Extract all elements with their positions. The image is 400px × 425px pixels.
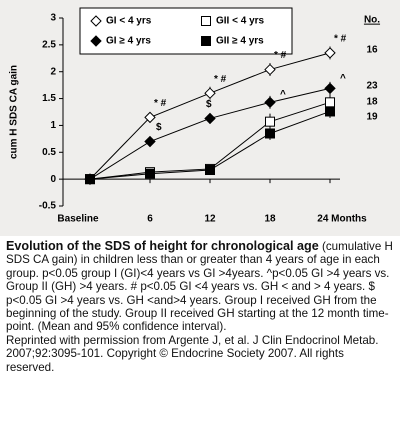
- chart: cum H SDS CA gain No. -0.5 0 0.5 1 1.5 2 2.5 3 B…: [0, 0, 400, 236]
- y-axis-label: cum H SDS CA gain: [9, 65, 20, 159]
- count-label: 19: [366, 112, 378, 123]
- x-tick-label: 18: [264, 214, 276, 225]
- annotation: * #: [274, 50, 287, 61]
- caption-text: Evolution of the SDS of height for chron…: [6, 239, 394, 334]
- marker: [324, 82, 336, 95]
- annotation: * #: [154, 98, 167, 109]
- marker: [90, 15, 102, 27]
- marker: [325, 97, 335, 108]
- y-tick-label: 1: [50, 120, 56, 131]
- y-tick-label: -0.5: [39, 201, 57, 212]
- marker: [90, 35, 102, 47]
- marker: [264, 63, 276, 76]
- caption-title: Evolution of the SDS of height for chron…: [6, 239, 319, 253]
- marker: [145, 168, 155, 179]
- marker: [265, 116, 275, 127]
- annotation: $: [156, 122, 162, 133]
- marker: [324, 47, 336, 59]
- y-tick-label: 0: [50, 174, 56, 185]
- marker: [201, 36, 211, 46]
- count-label: 16: [366, 45, 378, 56]
- y-tick-label: 0.5: [42, 147, 56, 158]
- y-tick-label: 1.5: [42, 93, 56, 104]
- marker: [264, 96, 276, 109]
- x-tick-label: Baseline: [57, 214, 99, 225]
- y-tick-label: 2.5: [42, 39, 56, 50]
- legend-label: GII ≥ 4 yrs: [216, 36, 264, 47]
- count-label: 18: [366, 97, 378, 108]
- caption: Evolution of the SDS of height for chron…: [0, 236, 400, 374]
- x-tick-label: 24 Months: [317, 214, 367, 225]
- y-tick-label: 2: [50, 66, 56, 77]
- legend-label: GI ≥ 4 yrs: [106, 36, 151, 47]
- x-tick-label: 6: [147, 214, 153, 225]
- marker: [201, 16, 211, 26]
- legend-label: GI < 4 yrs: [106, 16, 152, 27]
- caption-body: (cumulative H SDS CA gain) in children l…: [6, 240, 393, 334]
- marker: [205, 165, 215, 176]
- annotation: * #: [214, 74, 227, 85]
- annotation: $: [206, 99, 212, 110]
- caption-credit: Reprinted with permission from Argente J…: [6, 333, 379, 374]
- marker: [85, 174, 95, 185]
- marker: [204, 87, 216, 99]
- legend-box: [79, 7, 293, 55]
- annotation: ^: [280, 89, 286, 100]
- marker: [204, 112, 216, 125]
- y-tick-label: 3: [50, 13, 56, 24]
- counts-title: No.: [364, 15, 380, 26]
- marker: [144, 135, 156, 148]
- x-tick-label: 12: [204, 214, 216, 225]
- count-label: 23: [366, 81, 378, 92]
- marker: [265, 128, 275, 139]
- marker: [144, 111, 156, 124]
- marker: [325, 106, 335, 117]
- annotation: * #: [334, 34, 347, 45]
- legend-label: GII < 4 yrs: [216, 16, 265, 27]
- annotation: ^: [340, 73, 346, 84]
